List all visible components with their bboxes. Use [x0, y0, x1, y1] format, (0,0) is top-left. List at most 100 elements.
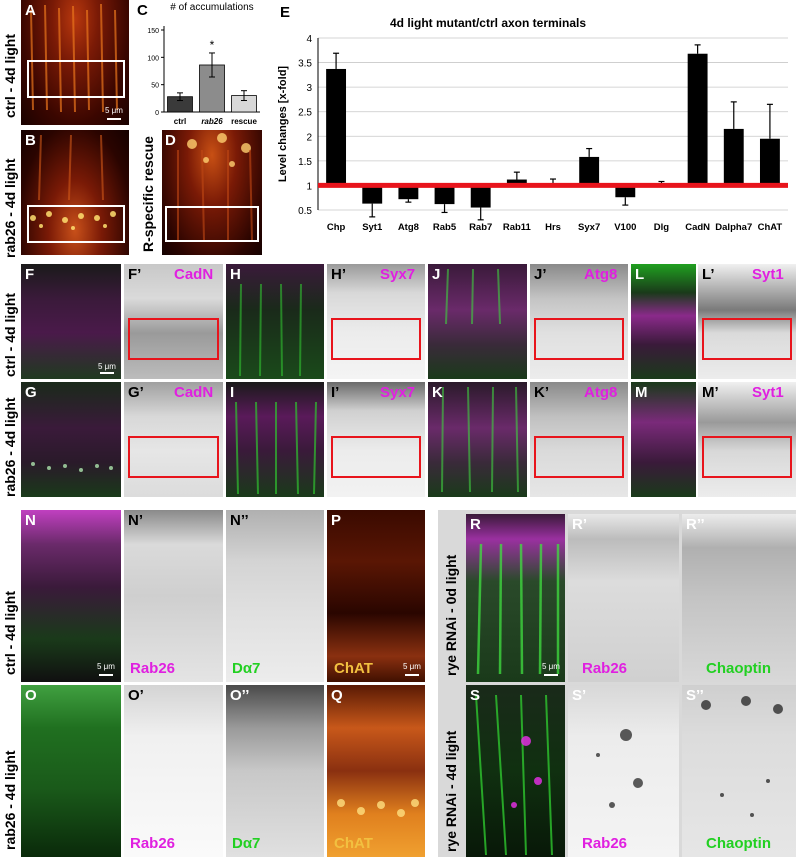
panel-letter-p: P	[331, 512, 342, 529]
panel-b-image	[21, 130, 129, 255]
chart-e-ytick-label: 2.5	[298, 108, 312, 119]
chart-e-ytick-label: 4	[306, 34, 312, 45]
panel-r-texture	[476, 543, 560, 675]
chart-e-category-label: Hrs	[545, 222, 561, 233]
scale-bar-label: 5 μm	[97, 662, 115, 671]
panel-s-merge	[466, 685, 565, 857]
stain-label-chat: ChAT	[334, 660, 373, 677]
chart-e-category-label: CadN	[685, 222, 710, 233]
region-of-interest-box	[27, 205, 125, 243]
chart-e-bar	[398, 185, 419, 200]
panel-letter-j: J	[432, 266, 441, 283]
panel-letter-ip: I’	[331, 384, 340, 401]
region-of-interest-box	[331, 318, 421, 360]
stain-label-chat: ChAT	[334, 835, 373, 852]
panel-letter-spp: S’’	[686, 687, 704, 704]
stain-label-syx7: Syx7	[380, 384, 416, 401]
chart-e-category-label: Syt1	[362, 222, 383, 233]
chart-c-category-label: rescue	[231, 117, 257, 126]
scale-bar-label: 5 μm	[98, 362, 116, 371]
panel-b-texture	[30, 134, 116, 230]
stain-label-rab26: Rab26	[130, 835, 176, 852]
panel-letter-e: E	[280, 4, 291, 21]
scale-bar-label: 5 μm	[403, 662, 421, 671]
chart-e-ytick-label: 1.5	[298, 157, 312, 168]
panel-rp-grayscale	[568, 514, 679, 682]
stain-label-cadn: CadN	[174, 384, 214, 401]
panel-hp-grayscale	[327, 264, 425, 379]
chart-e-bar	[687, 53, 708, 186]
stain-label-syx7: Syx7	[380, 266, 416, 283]
scale-bar-label: 5 μm	[105, 106, 123, 115]
panel-d-image	[162, 130, 262, 255]
scale-bar	[99, 674, 113, 676]
chart-c-significance: *	[210, 38, 215, 52]
panel-j-merge	[428, 264, 527, 379]
panel-letter-b: B	[25, 132, 36, 149]
chart-e-ytick-label: 0.5	[298, 206, 312, 217]
stain-label-cadn: CadN	[174, 266, 214, 283]
chart-e-bar	[579, 156, 600, 186]
chart-e-category-label: Dalpha7	[715, 222, 752, 233]
panel-letter-r: R	[470, 516, 481, 533]
chart-e-category-label: ChAT	[758, 222, 783, 233]
stain-label-chaoptin: Chaoptin	[706, 660, 771, 677]
panel-letter-fp: F’	[128, 266, 142, 283]
region-of-interest-box	[702, 318, 792, 360]
scale-bar	[405, 674, 419, 676]
panel-spp-texture	[701, 696, 783, 817]
chart-e-category-label: Rab11	[503, 222, 532, 233]
panel-s-texture	[475, 694, 553, 856]
panel-l-merge	[631, 264, 696, 379]
panel-letter-n: N	[25, 512, 36, 529]
panel-sp-grayscale	[568, 685, 679, 857]
panel-letter-h: H	[230, 266, 241, 283]
panel-letter-c: C	[137, 2, 148, 19]
chart-c-ytick-label: 50	[151, 83, 159, 90]
scale-bar-label: 5 μm	[542, 662, 560, 671]
chart-e-bar	[470, 185, 491, 208]
panel-letter-hp: H’	[331, 266, 346, 283]
panel-letter-mp: M’	[702, 384, 719, 401]
row-label-ctrl-n: ctrl - 4d light	[2, 591, 18, 675]
chart-c-ytick-label: 100	[147, 55, 159, 62]
stain-label-syt1: Syt1	[752, 266, 784, 283]
panel-g-texture	[31, 462, 113, 472]
region-of-interest-box	[331, 436, 421, 478]
panel-op-grayscale	[124, 685, 223, 857]
panel-letter-npp: N’’	[230, 512, 249, 529]
stain-label-rab26: Rab26	[582, 835, 628, 852]
chart-e-ytick-label: 3	[306, 83, 312, 94]
panel-a-image: 5 μm	[21, 0, 129, 125]
panel-k-texture	[441, 386, 519, 493]
panel-letter-f: F	[25, 266, 35, 283]
panel-letter-lp: L’	[702, 266, 715, 283]
panel-letter-i: I	[230, 384, 235, 401]
chart-e-bar	[615, 185, 636, 198]
panel-q-texture	[337, 799, 419, 817]
panel-k-merge	[428, 382, 527, 497]
panel-p-image: 5 μm	[327, 510, 425, 682]
panel-o-merge	[21, 685, 121, 857]
panel-q-image	[327, 685, 425, 857]
row-label-rye-s: rye RNAi - 4d light	[443, 730, 459, 852]
row-label-rab26-o: rab26 - 4d light	[2, 750, 18, 850]
chart-e-category-label: Atg8	[398, 222, 419, 233]
chart-e-y-axis-label: Level changes [x-fold]	[277, 66, 289, 182]
chart-c: # of accumulations 0 50 100 150 ctrl rab26 resc…	[147, 2, 260, 126]
panel-np-grayscale	[124, 510, 223, 682]
row-label-rye-r: rye RNAi - 0d light	[443, 554, 459, 676]
panel-lp-grayscale	[698, 264, 796, 379]
chart-c-ytick-label: 0	[155, 110, 159, 117]
chart-e: 4d light mutant/ctrl axon terminals 0.5 1 1…	[277, 16, 788, 233]
panel-letter-k: K	[432, 384, 443, 401]
chart-e-bar	[723, 128, 744, 186]
panel-letter-a: A	[25, 2, 36, 19]
chart-e-category-label: Rab7	[469, 222, 492, 233]
panel-r-merge: 5 μm	[466, 514, 565, 682]
panel-letter-gp: G’	[128, 384, 144, 401]
region-of-interest-box	[128, 318, 219, 360]
row-label-ctrl-f: ctrl - 4d light	[2, 293, 18, 377]
panel-m-merge	[631, 382, 696, 497]
